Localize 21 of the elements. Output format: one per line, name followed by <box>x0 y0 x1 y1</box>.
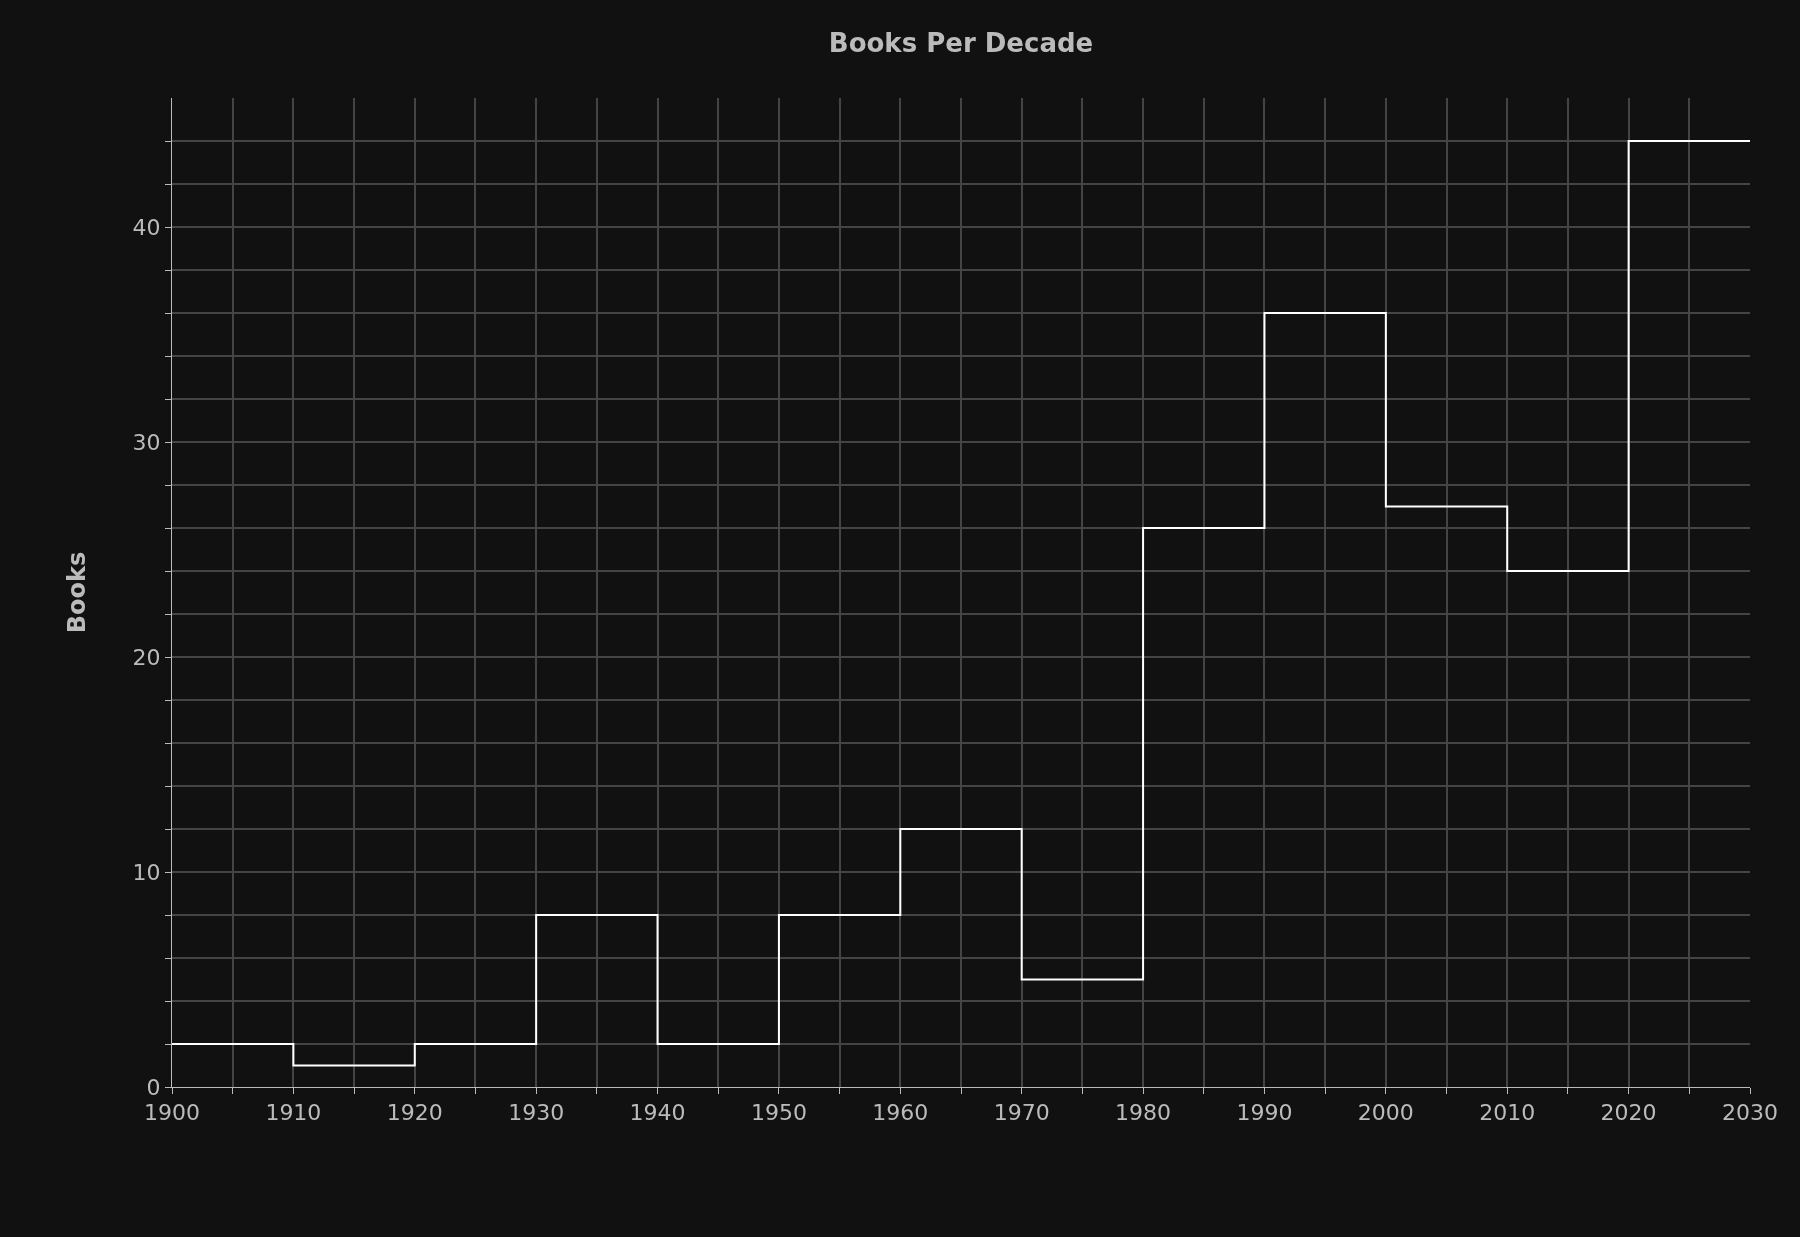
x-tick-label: 1940 <box>629 1100 686 1126</box>
x-tick-label: 2020 <box>1600 1100 1657 1126</box>
y-tick-label: 40 <box>132 214 161 240</box>
y-tick-label: 30 <box>132 429 161 455</box>
x-tick-label: 1910 <box>265 1100 322 1126</box>
y-tick-label: 10 <box>132 859 161 885</box>
x-tick-label: 1970 <box>993 1100 1050 1126</box>
x-tick-label: 1990 <box>1236 1100 1293 1126</box>
chart-title: Books Per Decade <box>828 28 1094 59</box>
x-tick-label: 2000 <box>1357 1100 1414 1126</box>
y-tick-label: 20 <box>132 644 161 670</box>
y-axis-title: Books <box>62 551 91 634</box>
x-tick-label: 1960 <box>872 1100 929 1126</box>
x-tick-label: 1980 <box>1115 1100 1172 1126</box>
x-tick-label: 1950 <box>750 1100 807 1126</box>
x-tick-label: 2010 <box>1479 1100 1536 1126</box>
x-tick-label: 2030 <box>1722 1100 1778 1126</box>
x-tick-label: 1930 <box>508 1100 565 1126</box>
y-tick-label: 0 <box>146 1074 161 1100</box>
x-tick-label: 1920 <box>386 1100 443 1126</box>
x-tick-label: 1900 <box>144 1100 200 1126</box>
